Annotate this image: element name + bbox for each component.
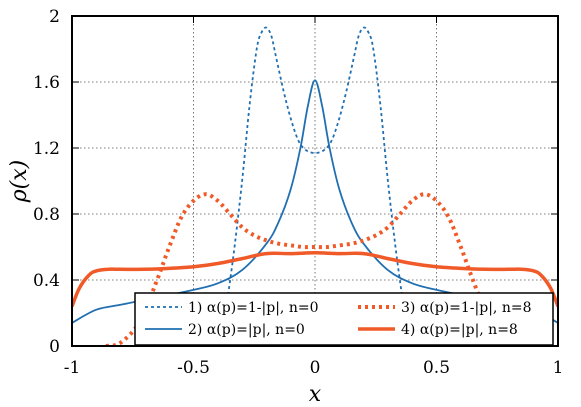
legend-label-series-4: 4) α(p)=|p|, n=8 [401, 322, 518, 338]
y-tick-label: 0 [49, 337, 60, 357]
legend-label-series-1: 1) α(p)=1-|p|, n=0 [188, 300, 318, 316]
x-tick-label: -0.5 [177, 358, 210, 378]
tick-labels: -1 -0.5 0 0.5 1 0 0.4 0.8 1.2 1.6 2 [33, 7, 563, 378]
x-tick-label: -1 [64, 358, 81, 378]
y-tick-label: 0.8 [33, 205, 60, 225]
legend-label-series-3: 3) α(p)=1-|p|, n=8 [401, 300, 531, 316]
grid [72, 16, 558, 346]
x-tick-label: 0.5 [423, 358, 450, 378]
y-axis-label: ρ(x) [7, 160, 32, 204]
y-tick-label: 0.4 [33, 271, 60, 291]
y-tick-label: 2 [49, 7, 60, 27]
legend-label-series-2: 2) α(p)=|p|, n=0 [188, 322, 305, 338]
legend-box [134, 292, 554, 346]
x-tick-label: 0 [310, 358, 321, 378]
series-line-3 [105, 192, 525, 346]
y-tick-label: 1.2 [33, 139, 60, 159]
series-line-4 [72, 251, 558, 308]
x-tick-label: 1 [553, 358, 564, 378]
x-axis-label: x [309, 382, 322, 407]
y-tick-label: 1.6 [33, 73, 60, 93]
legend: 1) α(p)=1-|p|, n=0 2) α(p)=|p|, n=0 3) α… [134, 292, 554, 346]
